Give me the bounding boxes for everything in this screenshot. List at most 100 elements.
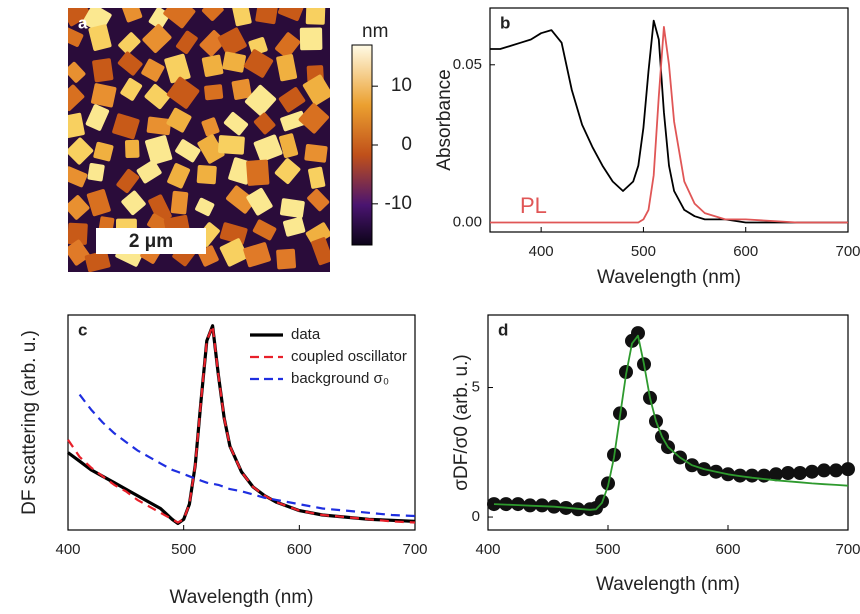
grain [170, 190, 189, 215]
grain [166, 107, 192, 133]
grain [217, 27, 247, 57]
grain [121, 190, 146, 216]
grain [167, 163, 191, 189]
legend-label: coupled oscillator [291, 348, 407, 365]
x-tick-label: 600 [287, 541, 312, 558]
grain [85, 104, 110, 131]
x-tick-label: 400 [55, 541, 80, 558]
grain [68, 61, 86, 83]
grain [226, 185, 256, 214]
grain [201, 54, 224, 77]
grain [117, 51, 143, 76]
plot-frame [487, 314, 849, 531]
grain [142, 24, 172, 53]
grain [275, 32, 301, 59]
grain [124, 139, 140, 159]
grain [299, 27, 323, 51]
grain [308, 166, 326, 189]
data-point [841, 462, 855, 477]
x-tick-label: 400 [529, 243, 554, 260]
y-tick-label: 5 [472, 378, 480, 395]
panel-label: c [78, 320, 87, 339]
grain [246, 159, 270, 186]
y-tick-label: 0 [472, 508, 480, 525]
series-line [78, 393, 416, 518]
grain [120, 8, 143, 23]
grain [276, 248, 297, 270]
series-label: PL [520, 193, 547, 218]
grain [68, 84, 85, 111]
x-tick-label: 600 [715, 541, 740, 558]
panel-label: d [498, 320, 508, 339]
y-tick-label: 0.05 [453, 56, 482, 73]
grain [274, 158, 301, 185]
grain [68, 137, 94, 165]
grain [68, 26, 84, 47]
grain [164, 53, 191, 84]
grain [283, 216, 306, 237]
colorbar-tick-label: 0 [401, 134, 412, 155]
y-axis-label: σDF/σ0 (arb. u.) [451, 354, 472, 490]
grain [255, 8, 279, 25]
grain [304, 143, 328, 163]
data-point [631, 326, 645, 341]
y-axis-label: Absorbance [434, 69, 455, 170]
data-point [781, 466, 795, 481]
plot-frame [67, 314, 416, 531]
grain [279, 133, 299, 159]
grain [276, 54, 298, 82]
x-tick-label: 500 [595, 541, 620, 558]
grain [195, 197, 215, 217]
x-tick-label: 700 [835, 541, 860, 558]
grain [307, 189, 330, 212]
grain [144, 83, 171, 110]
grain [88, 24, 112, 51]
x-tick-label: 400 [475, 541, 500, 558]
x-axis-label: Wavelength (nm) [597, 267, 741, 288]
grain [302, 74, 330, 106]
data-point [745, 468, 759, 483]
grain [68, 112, 85, 139]
x-tick-label: 700 [835, 243, 860, 260]
grain [84, 250, 111, 272]
series-line [490, 26, 848, 224]
grain [305, 222, 330, 246]
data-point [769, 467, 783, 482]
scale-bar [96, 228, 206, 254]
grain [148, 194, 172, 223]
grain [197, 134, 225, 164]
grain [253, 134, 283, 163]
data-point [805, 464, 819, 479]
grain [231, 8, 252, 27]
legend-label: data [291, 326, 321, 343]
grain [68, 239, 91, 266]
plot-frame [489, 7, 849, 233]
grain [136, 159, 162, 184]
grain [231, 78, 252, 100]
grain [166, 76, 200, 109]
grain [68, 195, 90, 220]
grain [243, 242, 271, 268]
grain [218, 135, 245, 155]
grain [279, 198, 305, 218]
legend-label: background σ₀ [291, 370, 389, 387]
grain [68, 222, 88, 245]
grain [87, 162, 105, 182]
data-point [817, 463, 831, 478]
series-line [493, 334, 849, 511]
panel-label: b [500, 13, 510, 32]
grain [141, 58, 165, 82]
scale-bar-label: 2 μm [129, 231, 173, 252]
grain [93, 141, 114, 162]
grain [68, 8, 91, 27]
grain [86, 189, 111, 217]
x-tick-label: 700 [402, 541, 427, 558]
panel-label: a [78, 13, 88, 32]
grain [201, 8, 224, 21]
grain [68, 166, 88, 188]
y-axis-label: DF scattering (arb. u.) [19, 330, 40, 515]
grain [145, 135, 173, 165]
colorbar-tick-label: 10 [391, 75, 412, 96]
grain [204, 84, 224, 101]
